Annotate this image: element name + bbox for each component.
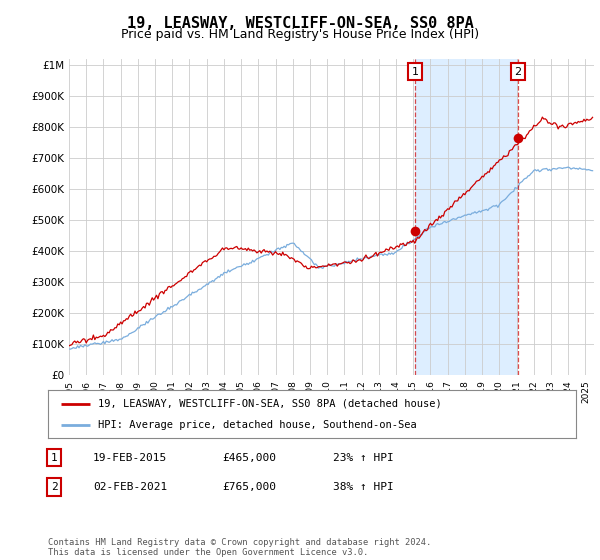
Text: 38% ↑ HPI: 38% ↑ HPI <box>333 482 394 492</box>
Text: Contains HM Land Registry data © Crown copyright and database right 2024.
This d: Contains HM Land Registry data © Crown c… <box>48 538 431 557</box>
Text: 1: 1 <box>412 67 419 77</box>
Text: 23% ↑ HPI: 23% ↑ HPI <box>333 452 394 463</box>
Text: 19, LEASWAY, WESTCLIFF-ON-SEA, SS0 8PA: 19, LEASWAY, WESTCLIFF-ON-SEA, SS0 8PA <box>127 16 473 31</box>
Text: 19, LEASWAY, WESTCLIFF-ON-SEA, SS0 8PA (detached house): 19, LEASWAY, WESTCLIFF-ON-SEA, SS0 8PA (… <box>98 399 442 409</box>
Text: HPI: Average price, detached house, Southend-on-Sea: HPI: Average price, detached house, Sout… <box>98 419 417 430</box>
Text: 19-FEB-2015: 19-FEB-2015 <box>93 452 167 463</box>
Text: 2: 2 <box>514 67 521 77</box>
Text: 1: 1 <box>50 452 58 463</box>
Text: £765,000: £765,000 <box>222 482 276 492</box>
Text: 02-FEB-2021: 02-FEB-2021 <box>93 482 167 492</box>
Text: Price paid vs. HM Land Registry's House Price Index (HPI): Price paid vs. HM Land Registry's House … <box>121 28 479 41</box>
Text: 2: 2 <box>50 482 58 492</box>
Bar <box>415 59 518 375</box>
Text: £465,000: £465,000 <box>222 452 276 463</box>
